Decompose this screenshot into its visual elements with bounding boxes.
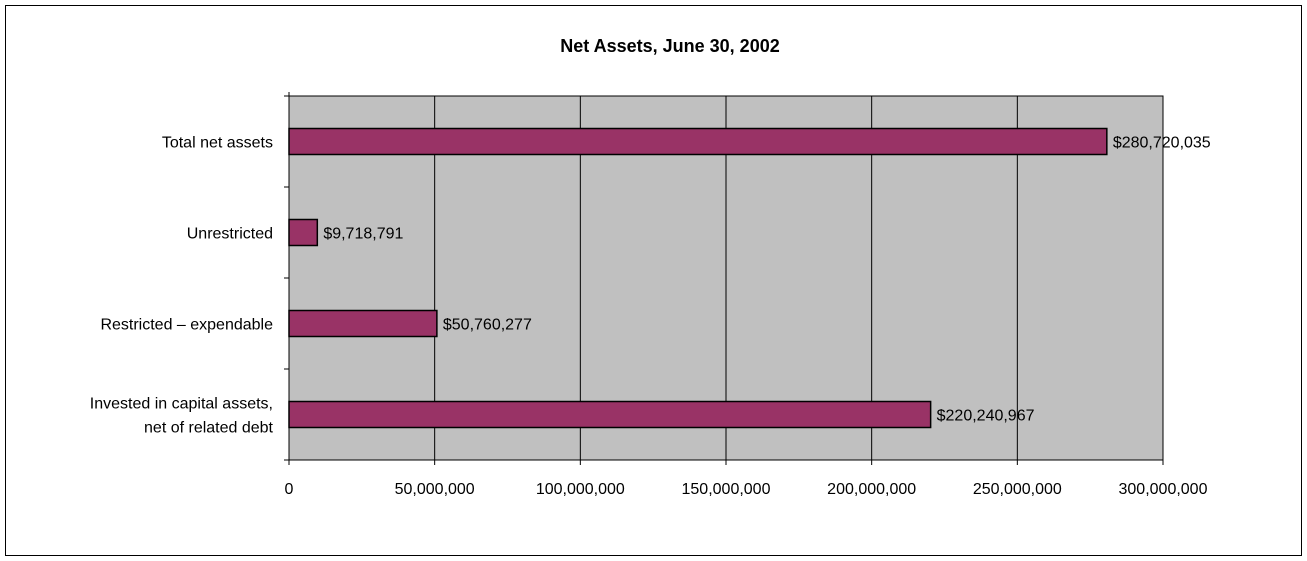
category-label: Unrestricted: [187, 226, 273, 243]
category-labels: Total net assets Unrestricted Restricted –…: [90, 135, 274, 437]
x-tick-label: 100,000,000: [536, 481, 625, 498]
x-tick-label: 150,000,000: [682, 481, 771, 498]
x-tick-label: 200,000,000: [827, 481, 916, 498]
x-tick-label: 50,000,000: [395, 481, 475, 498]
category-label: Total net assets: [162, 135, 273, 152]
gridlines: [434, 96, 1018, 460]
x-tick-labels: 0 50,000,000 100,000,000 150,000,000 200,000…: [285, 481, 1208, 498]
x-tick-label: 0: [285, 481, 294, 498]
bar: [288, 309, 438, 338]
bars: [288, 127, 1108, 429]
category-label: Restricted – expendable: [100, 317, 273, 334]
bar: [288, 218, 319, 247]
chart-title: Net Assets, June 30, 2002: [560, 36, 779, 56]
data-labels: $280,720,035 $9,718,791 $50,760,277 $220,24…: [323, 135, 1210, 425]
data-label: $50,760,277: [443, 317, 532, 334]
axes: [284, 92, 1164, 465]
category-label: net of related debt: [144, 420, 274, 437]
x-tick-label: 300,000,000: [1119, 481, 1208, 498]
data-label: $220,240,967: [937, 408, 1035, 425]
x-tick-label: 250,000,000: [973, 481, 1062, 498]
bar: [288, 127, 1108, 156]
data-label: $280,720,035: [1113, 135, 1211, 152]
data-label: $9,718,791: [323, 226, 403, 243]
category-label: Invested in capital assets,: [90, 396, 273, 413]
bar: [288, 400, 932, 429]
